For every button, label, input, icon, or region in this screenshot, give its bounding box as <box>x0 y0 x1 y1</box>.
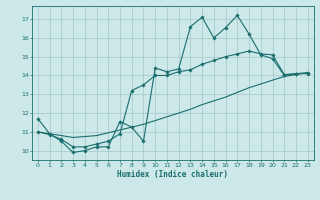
X-axis label: Humidex (Indice chaleur): Humidex (Indice chaleur) <box>117 170 228 179</box>
